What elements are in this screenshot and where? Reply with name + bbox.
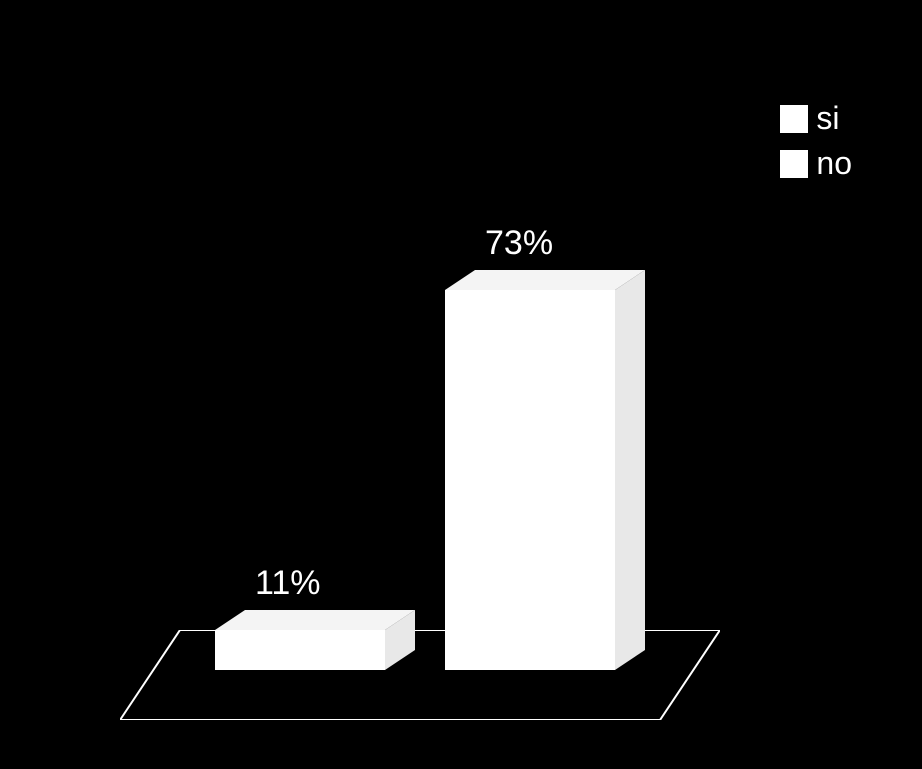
bar-no: 73% — [445, 270, 645, 670]
legend-swatch-si — [780, 105, 808, 133]
chart-legend: si no — [780, 100, 852, 182]
bar-chart-3d: 11% 73% — [80, 60, 780, 740]
legend-item-no: no — [780, 145, 852, 182]
bar-si-top — [215, 610, 415, 630]
bar-no-top — [445, 270, 645, 290]
legend-swatch-no — [780, 150, 808, 178]
bar-si-value-label: 11% — [255, 564, 321, 603]
legend-label-no: no — [816, 145, 852, 182]
legend-label-si: si — [816, 100, 839, 137]
bar-no-value-label: 73% — [485, 224, 553, 263]
legend-item-si: si — [780, 100, 852, 137]
bar-si-front — [215, 630, 385, 670]
bar-no-front — [445, 290, 615, 670]
bar-si: 11% — [215, 610, 415, 670]
bar-no-side — [615, 270, 645, 670]
